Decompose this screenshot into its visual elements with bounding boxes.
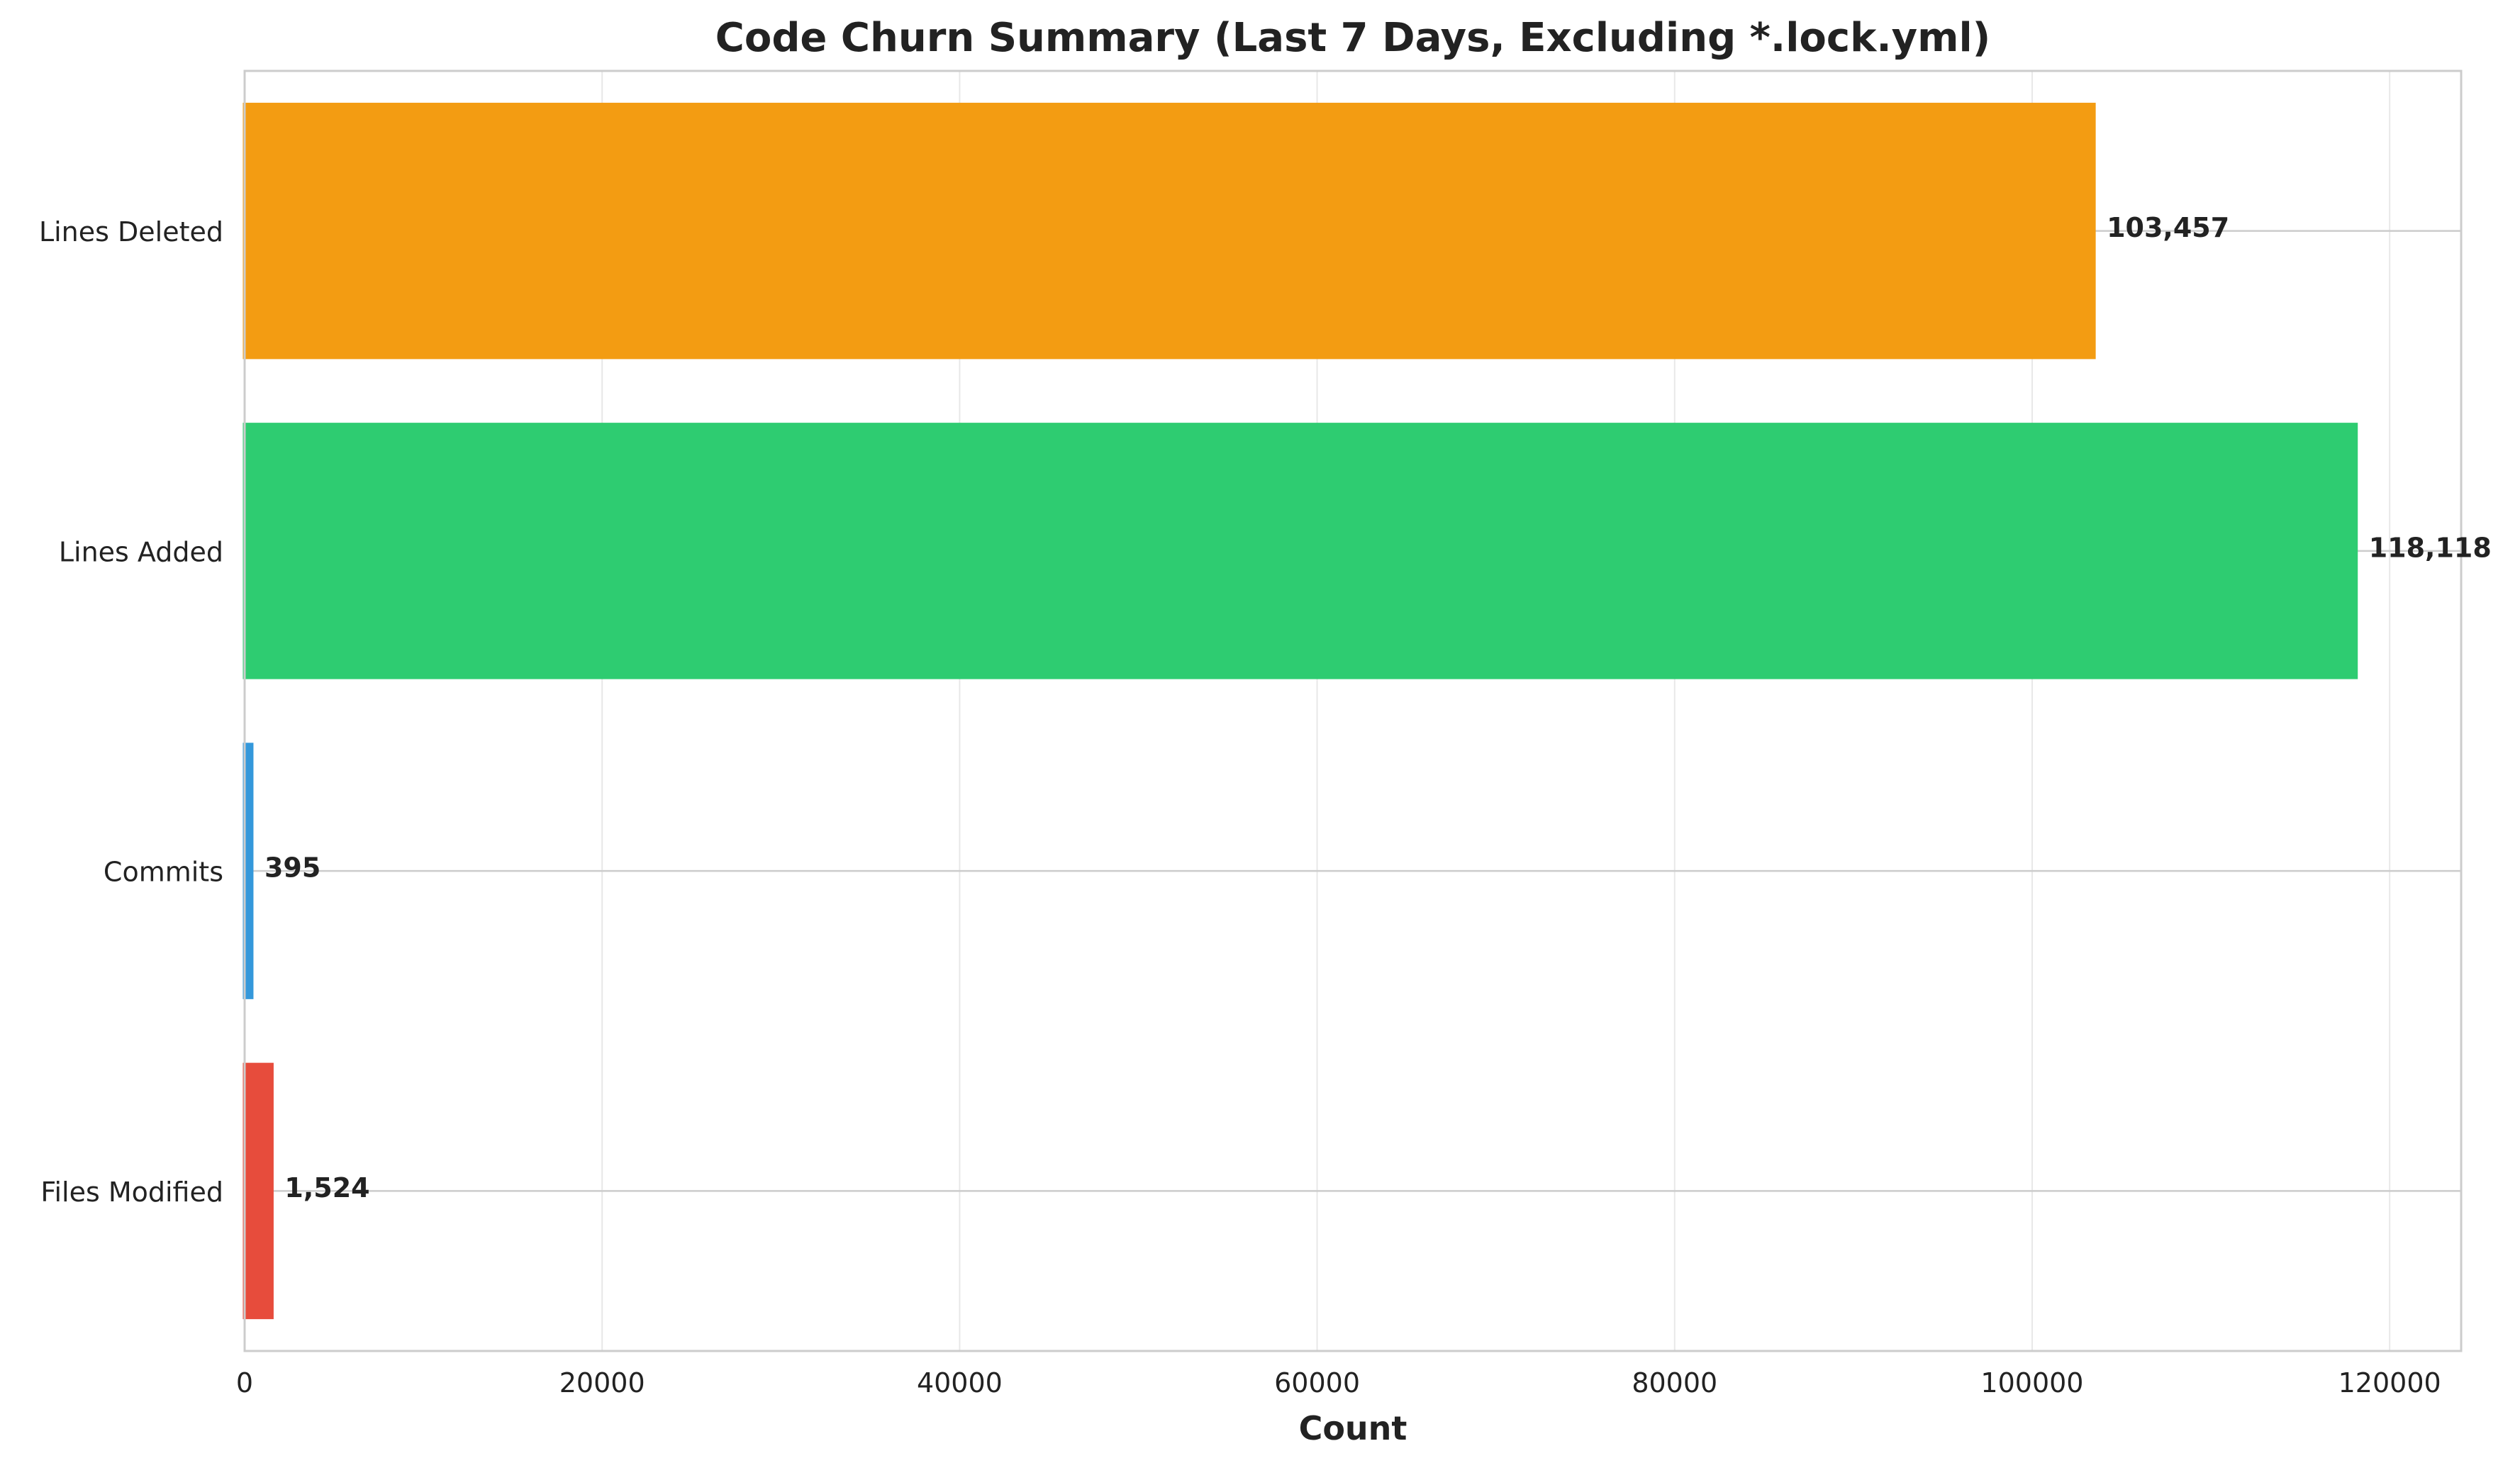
- y-tick-label: Commits: [104, 857, 223, 888]
- chart-title: Code Churn Summary (Last 7 Days, Excludi…: [715, 15, 1990, 61]
- value-labels: 1,524 395 118,118 103,457: [264, 212, 2492, 1203]
- x-tick-label: 80000: [1632, 1367, 1717, 1399]
- y-axis-ticks: Files Modified Commits Lines Added Lines De…: [39, 216, 223, 1208]
- y-tick-label: Files Modified: [40, 1177, 223, 1208]
- value-label: 118,118: [2369, 532, 2492, 563]
- value-label: 1,524: [284, 1172, 369, 1203]
- bar-lines-added: [242, 423, 2358, 679]
- y-tick-label: Lines Added: [59, 536, 223, 567]
- plot-frame: [243, 69, 2463, 1352]
- value-label: 103,457: [2107, 212, 2229, 243]
- bar-files-modified: [242, 1062, 274, 1320]
- x-axis-label: Count: [1299, 1409, 1407, 1447]
- x-tick-label: 20000: [559, 1367, 645, 1399]
- y-tick-label: Lines Deleted: [39, 216, 223, 248]
- value-label: 395: [264, 852, 320, 884]
- x-tick-label: 40000: [917, 1367, 1003, 1399]
- x-tick-label: 0: [236, 1367, 253, 1399]
- x-tick-label: 120000: [2338, 1367, 2441, 1399]
- x-tick-label: 60000: [1274, 1367, 1360, 1399]
- x-axis-ticks: 0 20000 40000 60000 80000 100000 120000: [236, 1367, 2441, 1399]
- x-tick-label: 100000: [1980, 1367, 2083, 1399]
- bars: [242, 102, 2358, 1320]
- bar-lines-deleted: [242, 102, 2096, 360]
